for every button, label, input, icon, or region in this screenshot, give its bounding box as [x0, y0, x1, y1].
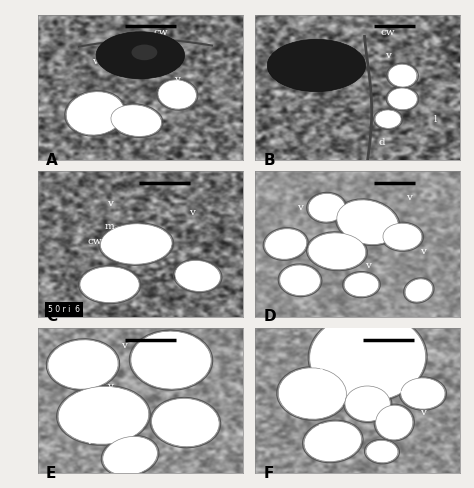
- Ellipse shape: [158, 80, 196, 109]
- Text: v: v: [168, 432, 174, 442]
- Text: n: n: [127, 123, 134, 132]
- Text: v: v: [289, 237, 295, 245]
- Ellipse shape: [310, 313, 426, 402]
- Text: F: F: [263, 466, 273, 481]
- Ellipse shape: [131, 331, 211, 389]
- Ellipse shape: [131, 44, 157, 60]
- Text: A: A: [46, 153, 58, 167]
- Ellipse shape: [388, 64, 417, 87]
- Ellipse shape: [267, 40, 365, 92]
- Ellipse shape: [111, 105, 162, 137]
- Text: v: v: [385, 51, 391, 60]
- Text: v: v: [318, 365, 323, 373]
- Text: v: v: [174, 76, 180, 84]
- Text: m: m: [105, 222, 114, 231]
- Text: v: v: [121, 341, 127, 350]
- Text: v: v: [338, 232, 344, 241]
- Ellipse shape: [278, 368, 346, 419]
- Ellipse shape: [304, 421, 362, 462]
- Text: v: v: [133, 232, 139, 241]
- Text: d: d: [379, 138, 385, 147]
- Text: v: v: [365, 350, 371, 359]
- Text: v: v: [365, 408, 371, 417]
- Text: v: v: [400, 94, 405, 103]
- Text: v: v: [420, 408, 426, 417]
- Text: v: v: [358, 199, 365, 208]
- Text: n: n: [323, 80, 330, 89]
- Text: v: v: [400, 71, 405, 80]
- Text: B: B: [263, 153, 275, 167]
- Ellipse shape: [375, 110, 401, 128]
- Ellipse shape: [152, 398, 219, 447]
- Ellipse shape: [80, 266, 139, 303]
- Text: v: v: [133, 51, 139, 60]
- Ellipse shape: [96, 32, 184, 79]
- Text: v: v: [107, 382, 112, 391]
- Text: v: v: [86, 437, 92, 446]
- Text: m: m: [181, 265, 190, 275]
- Text: v: v: [420, 247, 426, 256]
- Ellipse shape: [175, 261, 220, 291]
- Text: D: D: [263, 309, 276, 325]
- Ellipse shape: [100, 224, 172, 264]
- Text: v: v: [92, 57, 98, 65]
- Ellipse shape: [264, 229, 307, 259]
- Ellipse shape: [308, 193, 345, 222]
- Ellipse shape: [388, 88, 417, 110]
- Ellipse shape: [405, 279, 433, 302]
- Text: C: C: [46, 309, 57, 325]
- Ellipse shape: [58, 386, 149, 444]
- Ellipse shape: [383, 223, 422, 250]
- Text: cw: cw: [88, 237, 102, 245]
- Ellipse shape: [401, 378, 445, 409]
- Ellipse shape: [103, 436, 157, 475]
- Text: v: v: [406, 193, 411, 202]
- Ellipse shape: [344, 273, 379, 297]
- Text: v: v: [297, 203, 303, 212]
- Text: l: l: [434, 115, 437, 123]
- Ellipse shape: [66, 92, 124, 135]
- Text: v: v: [365, 261, 371, 270]
- Text: v: v: [297, 280, 303, 289]
- Text: v: v: [107, 199, 112, 208]
- Text: 5 0 r i  6: 5 0 r i 6: [48, 305, 80, 314]
- Ellipse shape: [345, 386, 390, 421]
- Ellipse shape: [376, 405, 413, 440]
- Ellipse shape: [280, 265, 320, 296]
- Ellipse shape: [337, 200, 399, 244]
- Text: v: v: [182, 370, 188, 379]
- Ellipse shape: [48, 340, 118, 389]
- Text: cw: cw: [381, 27, 395, 37]
- Text: v: v: [318, 423, 323, 431]
- Ellipse shape: [308, 233, 366, 270]
- Text: cw: cw: [154, 27, 168, 37]
- Text: v: v: [189, 207, 194, 217]
- Text: v: v: [400, 389, 405, 398]
- Ellipse shape: [366, 440, 398, 463]
- Text: E: E: [46, 466, 56, 481]
